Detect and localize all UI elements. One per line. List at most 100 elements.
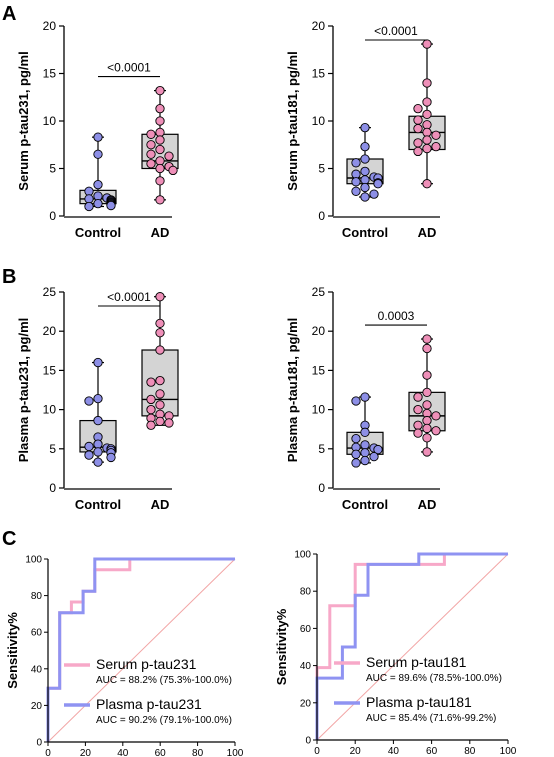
data-point [422, 143, 432, 154]
data-point [422, 127, 432, 138]
data-point [422, 39, 432, 49]
data-point [422, 343, 432, 354]
y-tick-label: 20 [312, 19, 326, 33]
y-tick-label: 40 [31, 664, 43, 675]
data-point [360, 175, 370, 185]
roc-series-plasma-p-tau231 [46, 557, 235, 742]
data-point [93, 357, 103, 368]
data-point [155, 318, 165, 329]
data-point [360, 455, 370, 466]
chance-line [316, 553, 509, 741]
y-tick-label: 10 [312, 114, 326, 128]
data-point [431, 411, 441, 421]
x-tick-label: 40 [388, 746, 400, 757]
data-point [351, 177, 361, 187]
data-point [360, 448, 370, 458]
data-point [155, 144, 165, 155]
y-axis-label: Serum p-tau231, pg/ml [16, 51, 31, 190]
y-tick-label: 0 [318, 481, 325, 495]
data-point [413, 420, 423, 430]
data-point [422, 433, 432, 443]
box-chart-3: 0 5 10 15 20 25 Plasma p-tau181, pg/ml Control A… [285, 285, 446, 512]
x-tick-label: 20 [350, 746, 362, 757]
y-tick-label: 25 [43, 285, 57, 299]
significance-label: <0.0001 [107, 61, 151, 75]
data-point [431, 426, 441, 436]
data-point [93, 393, 103, 404]
y-tick-label: 60 [31, 628, 43, 639]
legend-auc: AUC = 89.6% (78.5%-100.0%) [366, 673, 502, 684]
y-tick-label: 0 [49, 209, 56, 223]
data-point [351, 433, 361, 444]
data-point [369, 189, 379, 199]
data-point [369, 451, 379, 462]
data-point [422, 415, 432, 426]
data-point [422, 109, 432, 120]
data-point [413, 123, 423, 134]
data-point [84, 186, 94, 196]
legend-label: Plasma p-tau231 [96, 696, 202, 712]
category-label: AD [418, 225, 437, 240]
data-point [93, 457, 103, 467]
data-point [360, 192, 370, 202]
data-point [84, 396, 94, 406]
y-tick-label: 20 [43, 324, 57, 338]
data-point [93, 415, 103, 426]
data-point [155, 328, 165, 338]
data-point [422, 387, 432, 398]
data-point [431, 141, 441, 152]
box-chart-1: 0 5 10 15 20 Serum p-tau181, pg/ml Control AD <0… [285, 19, 446, 240]
data-point [351, 186, 361, 196]
data-point [422, 179, 432, 189]
category-label: Control [342, 497, 388, 512]
data-point [155, 195, 165, 205]
data-point [146, 140, 156, 150]
legend-auc: AUC = 85.4% (71.6%-99.2%) [366, 713, 496, 724]
y-axis-label: Plasma p-tau181, pg/ml [285, 318, 300, 463]
data-point [360, 182, 370, 193]
panel-letter-b: B [2, 266, 16, 288]
data-point [168, 165, 178, 176]
data-point [351, 169, 361, 179]
data-point [351, 396, 361, 406]
data-point [146, 129, 156, 139]
y-tick-label: 15 [43, 67, 57, 81]
y-tick-label: 25 [312, 285, 326, 299]
data-point [351, 158, 361, 168]
data-point [84, 450, 94, 460]
box-group-ad [141, 85, 179, 205]
data-point [413, 138, 423, 148]
y-tick-label: 15 [312, 67, 326, 81]
data-point [422, 97, 432, 107]
data-point [155, 156, 165, 166]
category-label: Control [75, 497, 121, 512]
data-point [155, 104, 165, 114]
data-point [360, 123, 370, 133]
category-label: AD [151, 497, 170, 512]
legend-label: Serum p-tau181 [366, 654, 467, 670]
data-point [93, 149, 103, 159]
data-point [155, 163, 165, 174]
roc-chart-5: 020406080100020406080100100% - Specifici… [274, 550, 517, 757]
y-tick-label: 10 [43, 403, 57, 417]
data-point [422, 334, 432, 344]
y-axis-label: Serum p-tau181, pg/ml [285, 51, 300, 190]
y-axis-label: Sensitivity% [5, 612, 20, 689]
x-tick-label: 100 [227, 748, 244, 757]
data-point [84, 441, 94, 452]
data-point [155, 416, 165, 427]
x-tick-label: 0 [45, 748, 51, 757]
y-tick-label: 5 [49, 442, 56, 456]
data-point [146, 404, 156, 415]
roc-chart-4: 020406080100020406080100100% - Specifici… [5, 555, 244, 757]
data-point [422, 447, 432, 457]
data-point [360, 166, 370, 177]
data-point [422, 400, 432, 410]
significance-label: <0.0001 [107, 290, 151, 304]
y-tick-label: 15 [312, 363, 326, 377]
data-point [146, 420, 156, 430]
y-tick-label: 40 [300, 661, 312, 672]
box-chart-0: 0 5 10 15 20 Serum p-tau231, pg/ml Control AD <0… [16, 19, 179, 240]
data-point [413, 104, 423, 114]
